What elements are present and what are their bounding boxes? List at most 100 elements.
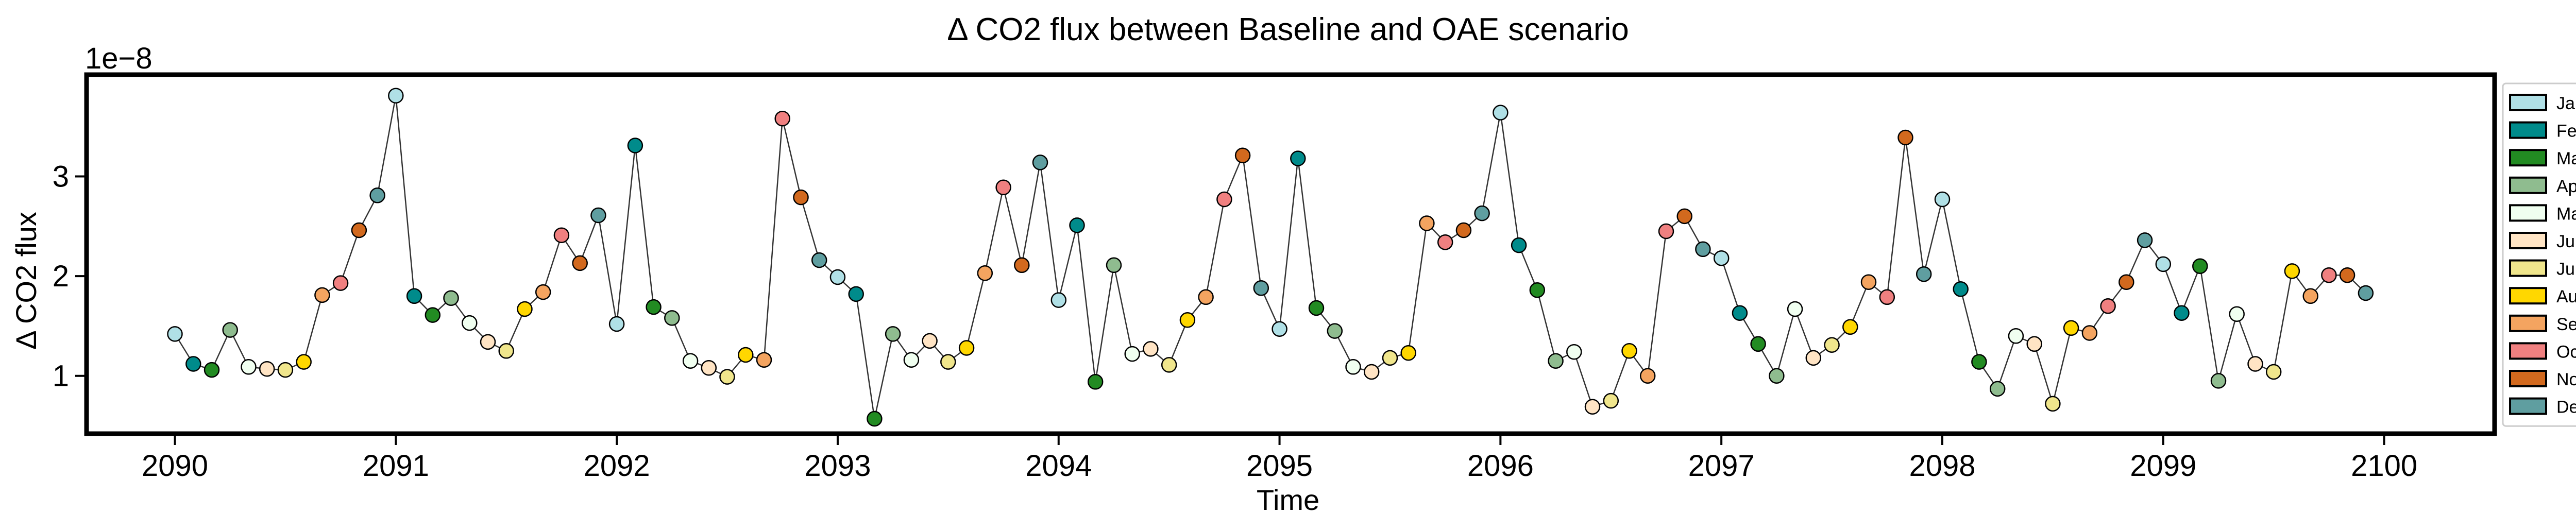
data-point [829,269,846,285]
data-point [2081,325,2098,341]
data-point [1860,274,1877,290]
x-tick-label: 2097 [1688,449,1755,483]
x-tick-label: 2093 [804,449,871,483]
data-point [2210,373,2227,389]
data-point [2063,320,2079,336]
data-point [2358,285,2374,301]
data-point [977,265,993,281]
legend-swatch [2509,176,2547,194]
data-point [1455,222,1472,238]
data-point [903,352,920,368]
data-point [1363,364,1380,380]
data-point [1382,350,1398,366]
data-point [517,301,533,317]
data-point [682,353,699,369]
data-points [167,88,2374,427]
data-point [1879,289,1895,305]
data-point [867,411,883,427]
data-point [1842,319,1858,335]
legend-label: Sept [2556,315,2576,334]
data-point [738,347,754,363]
y-tick-label: 3 [53,160,69,193]
data-point [2284,263,2300,279]
data-point [2008,328,2024,344]
x-tick-label: 2100 [2351,449,2417,483]
data-point [995,179,1011,196]
data-point [185,356,201,372]
y-axis-label: Δ CO2 flux [10,212,42,350]
data-point [646,299,662,315]
data-point [1234,147,1251,164]
legend-label: Jan [2556,94,2576,113]
legend-label: July [2556,260,2576,279]
x-tick-label: 2096 [1467,449,1534,483]
data-point [701,360,717,376]
chart-title: Δ CO2 flux between Baseline and OAE scen… [947,12,1629,47]
legend-frame [2502,82,2576,427]
data-point [1474,205,1490,221]
data-point [1216,191,1232,208]
x-tick-label: 2098 [1909,449,1975,483]
data-point [1032,155,1048,170]
data-point [1621,343,1637,359]
legend-label: Apr [2556,177,2576,196]
data-point [369,187,385,203]
data-point [2192,258,2208,274]
data-point [1143,341,1159,357]
data-point [277,362,294,378]
data-point [1824,337,1840,353]
data-point [2302,288,2318,304]
data-point [2247,356,2263,372]
data-point [259,361,275,377]
data-point [553,227,570,243]
data-point [1050,292,1067,308]
legend-swatch [2509,342,2547,360]
data-point [627,138,643,153]
legend-label: June [2556,232,2576,251]
legend-swatch [2509,314,2547,332]
data-point [1769,368,1785,384]
data-point [848,286,864,302]
data-point [922,333,938,349]
data-point [498,343,514,359]
data-point [1603,392,1619,409]
legend-label: Mar [2556,149,2576,168]
legend-label: Oct [2556,342,2576,362]
data-point [793,189,809,206]
data-point [296,354,312,370]
data-point [590,207,606,224]
data-point [314,287,330,303]
data-point [443,290,459,306]
data-point [332,275,349,291]
data-point [535,284,551,300]
legend-swatch [2509,397,2547,415]
data-point [1106,257,1122,273]
data-point [1290,150,1306,166]
data-point [756,352,772,368]
data-point [1916,266,1932,282]
x-tick-label: 2095 [1246,449,1313,483]
data-point [1639,368,1656,384]
legend-label: Dec [2556,398,2576,417]
data-point [572,255,588,271]
data-point [1345,359,1361,375]
data-point [1419,215,1435,231]
data-point [1511,237,1527,253]
legend-swatch [2509,149,2547,167]
data-point [241,359,257,375]
data-point [1805,350,1822,366]
data-point [167,326,183,342]
x-tick-label: 2090 [142,449,208,483]
data-point [406,288,422,304]
data-point [2137,232,2153,248]
data-point [2100,298,2116,314]
legend-label: Nov [2556,370,2576,389]
legend-swatch [2509,259,2547,277]
y-tick-label: 1 [53,360,69,393]
x-tick-label: 2094 [1025,449,1092,483]
data-point [1897,129,1913,146]
data-point [811,252,827,268]
data-point [1934,191,1951,208]
legend-swatch [2509,287,2547,305]
data-point [885,326,901,342]
